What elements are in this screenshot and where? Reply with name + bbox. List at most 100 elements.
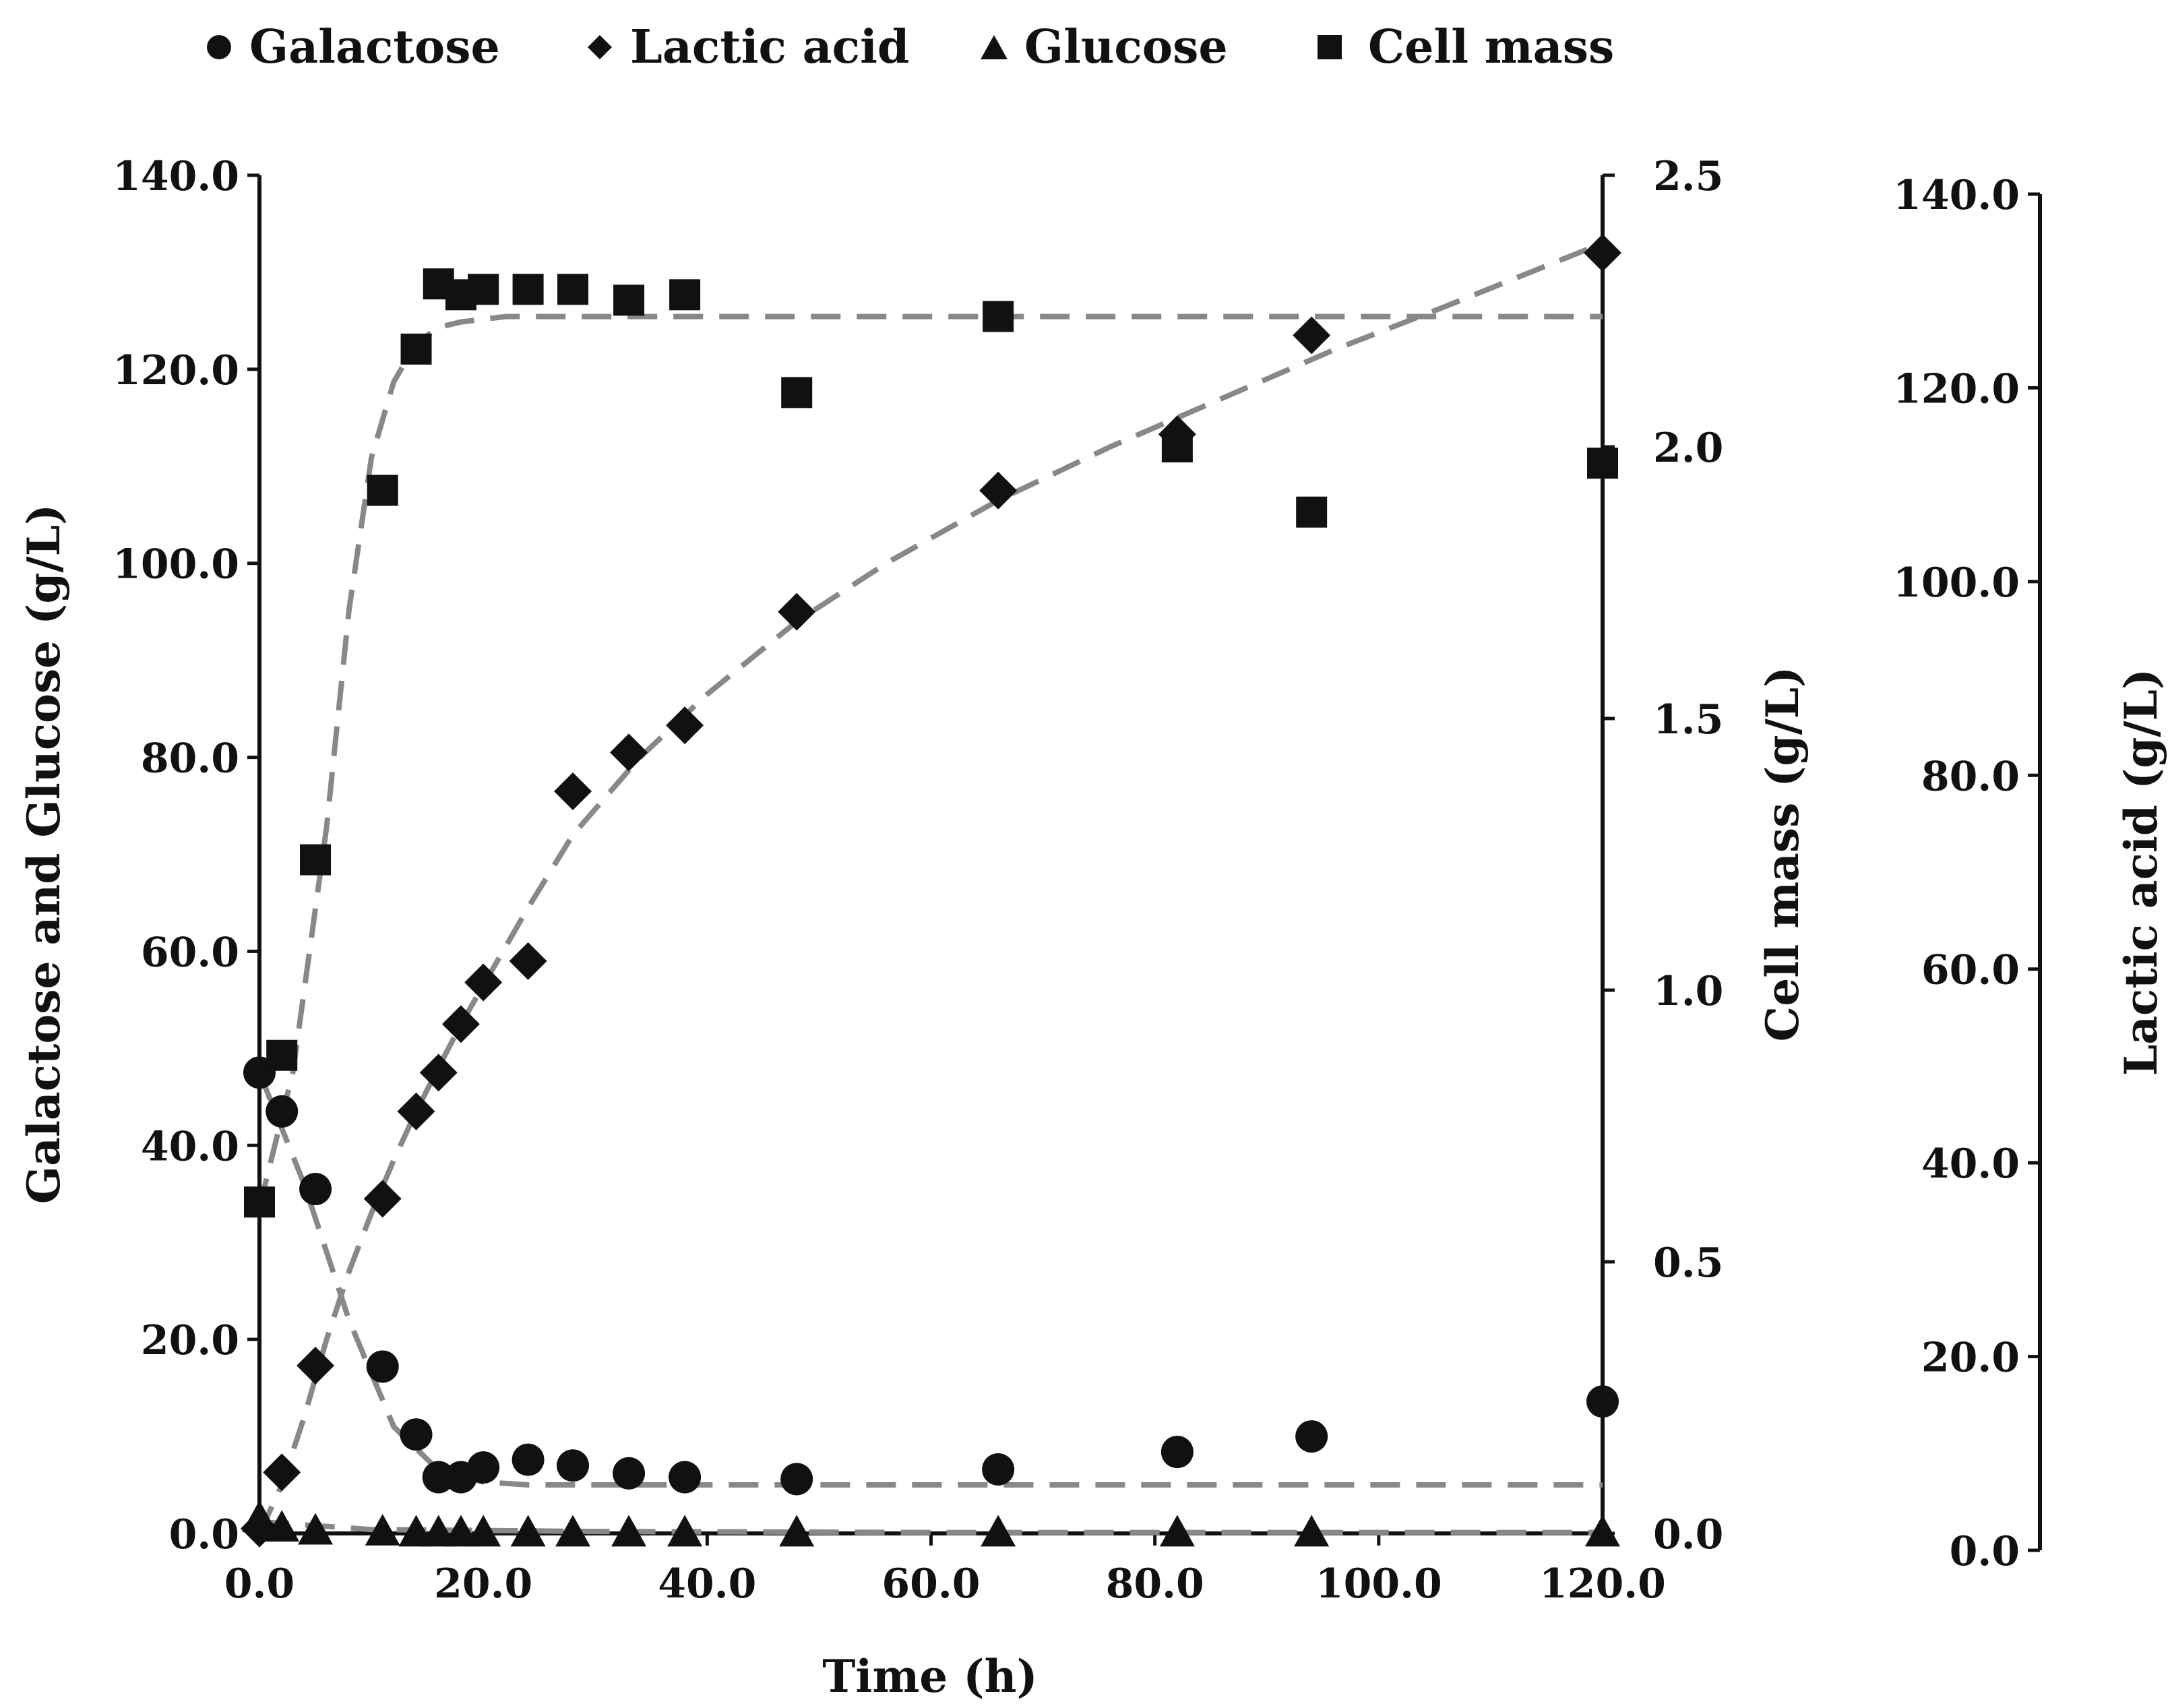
inner-right-y-tick-label: 0.5 (1653, 1240, 1723, 1287)
glucose-point (365, 1514, 400, 1546)
galactose-point (266, 1095, 299, 1128)
legend-label-cell-mass: Cell mass (1368, 20, 1614, 74)
legend-label-galactose: Galactose (249, 20, 500, 74)
cell-mass-point (244, 1186, 275, 1218)
inner-right-y-tick-label: 1.5 (1653, 696, 1723, 743)
series-cell-mass (244, 268, 1618, 1218)
legend-label-lactic-acid: Lactic acid (630, 20, 909, 74)
lactic-acid-fit-line (257, 241, 1604, 1535)
outer-right-y-tick-label: 80.0 (1921, 753, 2020, 800)
lactic-acid-point (666, 706, 704, 745)
legend: Galactose Lactic acid Glucose Cell mass (207, 20, 1614, 74)
galactose-point (557, 1449, 590, 1482)
cell-mass-point (1161, 431, 1193, 462)
glucose-point (264, 1510, 300, 1542)
series-galactose (243, 1056, 1619, 1496)
lactic-acid-point (778, 592, 816, 631)
outer-right-y-tick-label: 0.0 (1950, 1528, 2020, 1575)
x-axis-title: Time (h) (822, 1650, 1037, 1703)
inner-right-y-axis-title: Cell mass (g/L) (1756, 667, 1809, 1042)
lactic-acid-point (1293, 316, 1331, 355)
glucose-point (510, 1515, 546, 1547)
cell-mass-point (1587, 448, 1618, 479)
cell-mass-point (983, 301, 1014, 332)
galactose-point (366, 1350, 399, 1383)
cell-mass-point (367, 475, 398, 506)
fit-lines (257, 241, 1604, 1535)
glucose-point (242, 1500, 277, 1532)
series-glucose (242, 1500, 1620, 1547)
x-tick-label: 100.0 (1315, 1560, 1442, 1608)
legend-marker-galactose (207, 35, 231, 59)
galactose-point (780, 1463, 813, 1496)
series-lactic-acid (241, 234, 1621, 1548)
left-y-tick-label: 120.0 (113, 347, 239, 394)
left-y-tick-label: 80.0 (141, 735, 239, 783)
galactose-point (982, 1453, 1015, 1486)
legend-marker-cell-mass (1318, 35, 1342, 59)
cell-mass-fit-line (257, 313, 1603, 1209)
galactose-point (669, 1461, 702, 1494)
galactose-point (299, 1173, 332, 1206)
glucose-point (611, 1515, 647, 1547)
lactic-acid-point (509, 942, 547, 980)
left-y-tick-label: 40.0 (141, 1123, 239, 1170)
inner-right-y-tick-label: 2.0 (1653, 425, 1723, 472)
left-y-tick-label: 140.0 (113, 153, 239, 200)
glucose-point (555, 1515, 591, 1547)
left-y-tick-label: 100.0 (113, 541, 239, 588)
x-tick-label: 0.0 (224, 1560, 295, 1608)
lactic-acid-point (297, 1347, 335, 1385)
outer-right-y-tick-label: 20.0 (1921, 1335, 2020, 1382)
outer-right-y-tick-label: 140.0 (1893, 172, 2020, 219)
outer-right-y-tick-label: 120.0 (1893, 365, 2020, 413)
lactic-acid-point (397, 1092, 435, 1130)
galactose-point (512, 1443, 545, 1476)
lactic-acid-point (554, 772, 592, 810)
lactic-acid-point (979, 471, 1018, 510)
cell-mass-point (613, 284, 645, 316)
lactic-acid-point (363, 1180, 402, 1218)
cell-mass-point (300, 844, 332, 876)
outer-right-y-tick-label: 100.0 (1893, 559, 2020, 607)
glucose-point (298, 1513, 334, 1545)
data-marks (241, 234, 1621, 1548)
glucose-point (421, 1515, 456, 1547)
glucose-fit-line (259, 1519, 1603, 1535)
outer-right-y-axis-title: Lactic acid (g/L) (2115, 669, 2167, 1076)
lactic-acid-point (1584, 234, 1621, 272)
lactic-acid-point (263, 1453, 301, 1492)
inner-right-y-tick-label: 2.5 (1653, 153, 1723, 200)
cell-mass-point (400, 333, 432, 365)
cell-mass-point (557, 274, 589, 305)
legend-marker-lactic-acid (588, 35, 612, 59)
glucose-point (667, 1515, 703, 1547)
glucose-point (1585, 1515, 1620, 1547)
inner-right-y-tick-label: 0.0 (1653, 1511, 1723, 1558)
cell-mass-point (512, 274, 544, 305)
left-y-axis-ticks: 0.0 20.0 40.0 60.0 80.0 100.0 120.0 140.0 (113, 153, 259, 1558)
outer-right-y-axis-ticks: 0.0 20.0 40.0 60.0 80.0 100.0 120.0 140.0 (1893, 172, 2040, 1575)
glucose-point (443, 1515, 478, 1547)
galactose-point (467, 1451, 500, 1484)
lactic-acid-point (419, 1054, 458, 1092)
left-y-tick-label: 0.0 (169, 1511, 239, 1558)
inner-right-y-tick-label: 1.0 (1653, 968, 1723, 1015)
glucose-point (779, 1515, 815, 1547)
x-tick-label: 40.0 (658, 1560, 756, 1608)
glucose-point (466, 1515, 501, 1547)
lactic-acid-point (441, 1005, 480, 1043)
x-tick-label: 120.0 (1539, 1560, 1666, 1608)
outer-right-y-tick-label: 40.0 (1921, 1140, 2020, 1188)
left-y-tick-label: 60.0 (141, 929, 239, 976)
galactose-point (1295, 1420, 1328, 1453)
left-y-tick-label: 20.0 (141, 1317, 239, 1364)
legend-label-glucose: Glucose (1024, 20, 1228, 74)
lactic-acid-point (610, 733, 648, 772)
left-y-axis-title: Galactose and Glucose (g/L) (18, 504, 70, 1204)
lactic-acid-point (464, 963, 503, 1002)
cell-mass-point (266, 1039, 298, 1071)
x-tick-label: 60.0 (881, 1560, 980, 1608)
x-tick-label: 20.0 (434, 1560, 532, 1608)
